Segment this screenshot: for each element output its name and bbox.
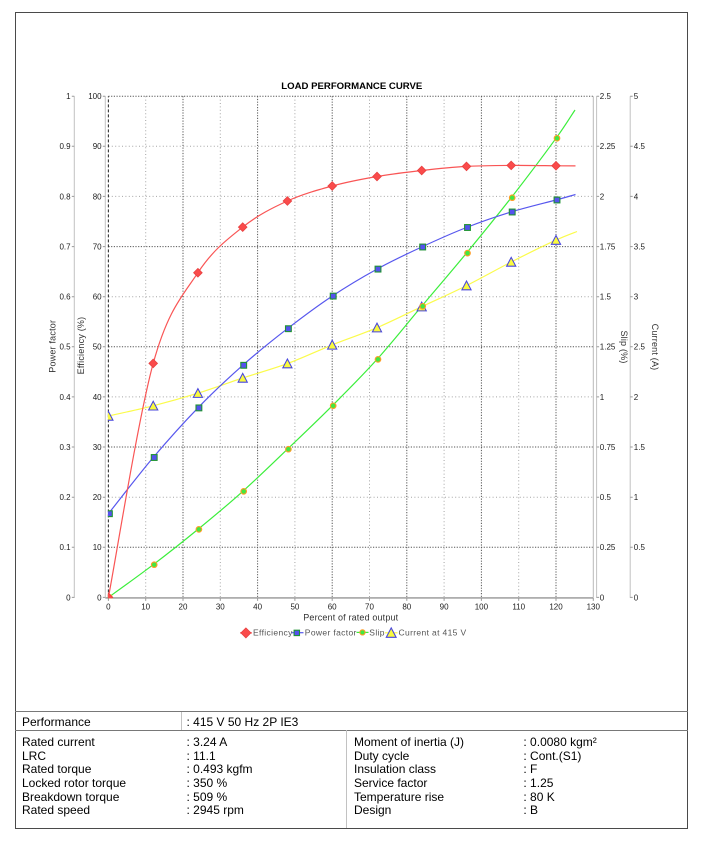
svg-text:Slip (%): Slip (%) <box>619 330 629 363</box>
svg-text:90: 90 <box>93 142 102 151</box>
svg-text:70: 70 <box>365 602 374 611</box>
svg-text:1: 1 <box>66 92 71 101</box>
svg-text:2.5: 2.5 <box>600 92 612 101</box>
svg-text:20: 20 <box>179 602 188 611</box>
svg-text:0: 0 <box>97 593 102 602</box>
svg-text:10: 10 <box>141 602 150 611</box>
svg-text:4.5: 4.5 <box>634 142 646 151</box>
svg-text:80: 80 <box>402 602 411 611</box>
svg-text:0.25: 0.25 <box>600 543 616 552</box>
svg-text:0.5: 0.5 <box>634 543 646 552</box>
svg-text:1.5: 1.5 <box>634 443 646 452</box>
svg-text:Efficiency: Efficiency <box>253 628 293 638</box>
svg-text:0.75: 0.75 <box>600 443 616 452</box>
svg-text:0.2: 0.2 <box>59 493 71 502</box>
svg-text:0.5: 0.5 <box>59 343 71 352</box>
svg-text:110: 110 <box>512 602 525 611</box>
svg-text:100: 100 <box>475 602 489 611</box>
svg-text:2.5: 2.5 <box>634 343 646 352</box>
svg-text:1.5: 1.5 <box>600 293 612 302</box>
svg-text:0: 0 <box>600 593 605 602</box>
svg-text:1: 1 <box>634 493 639 502</box>
svg-text:5: 5 <box>634 92 639 101</box>
svg-text:0.5: 0.5 <box>600 493 612 502</box>
svg-text:2: 2 <box>634 393 639 402</box>
svg-text:0: 0 <box>634 593 639 602</box>
svg-text:Current (A): Current (A) <box>650 324 660 371</box>
svg-text:0.6: 0.6 <box>59 293 71 302</box>
svg-text:30: 30 <box>216 602 225 611</box>
svg-text:0: 0 <box>106 602 111 611</box>
svg-text:20: 20 <box>93 493 102 502</box>
svg-text:0.8: 0.8 <box>59 192 71 201</box>
svg-text:40: 40 <box>253 602 262 611</box>
svg-text:2.25: 2.25 <box>600 142 616 151</box>
svg-text:40: 40 <box>93 393 102 402</box>
svg-text:3: 3 <box>634 293 639 302</box>
svg-text:70: 70 <box>93 243 102 252</box>
svg-text:Current at 415 V: Current at 415 V <box>399 628 467 638</box>
svg-text:90: 90 <box>440 602 449 611</box>
svg-text:0.7: 0.7 <box>59 243 71 252</box>
svg-text:60: 60 <box>328 602 337 611</box>
svg-text:0.3: 0.3 <box>59 443 71 452</box>
svg-text:130: 130 <box>587 602 601 611</box>
svg-text:Slip: Slip <box>369 628 385 638</box>
svg-text:0.9: 0.9 <box>59 142 71 151</box>
svg-text:50: 50 <box>290 602 299 611</box>
svg-text:100: 100 <box>88 92 102 101</box>
svg-text:120: 120 <box>549 602 563 611</box>
svg-text:Efficiency (%): Efficiency (%) <box>76 317 86 375</box>
svg-text:80: 80 <box>93 192 102 201</box>
svg-text:2: 2 <box>600 192 605 201</box>
svg-text:Power factor: Power factor <box>305 628 357 638</box>
svg-text:Power factor: Power factor <box>47 320 57 373</box>
svg-text:4: 4 <box>634 192 639 201</box>
svg-text:3.5: 3.5 <box>634 243 646 252</box>
svg-text:1: 1 <box>600 393 605 402</box>
svg-text:LOAD PERFORMANCE CURVE: LOAD PERFORMANCE CURVE <box>281 81 423 92</box>
svg-text:10: 10 <box>93 543 102 552</box>
svg-text:50: 50 <box>93 343 102 352</box>
svg-text:1.75: 1.75 <box>600 243 616 252</box>
svg-text:60: 60 <box>93 293 102 302</box>
svg-text:30: 30 <box>93 443 102 452</box>
svg-text:1.25: 1.25 <box>600 343 616 352</box>
svg-text:0.1: 0.1 <box>59 543 71 552</box>
svg-text:0: 0 <box>66 593 71 602</box>
svg-text:0.4: 0.4 <box>59 393 71 402</box>
svg-text:Percent of rated output: Percent of rated output <box>303 613 398 623</box>
